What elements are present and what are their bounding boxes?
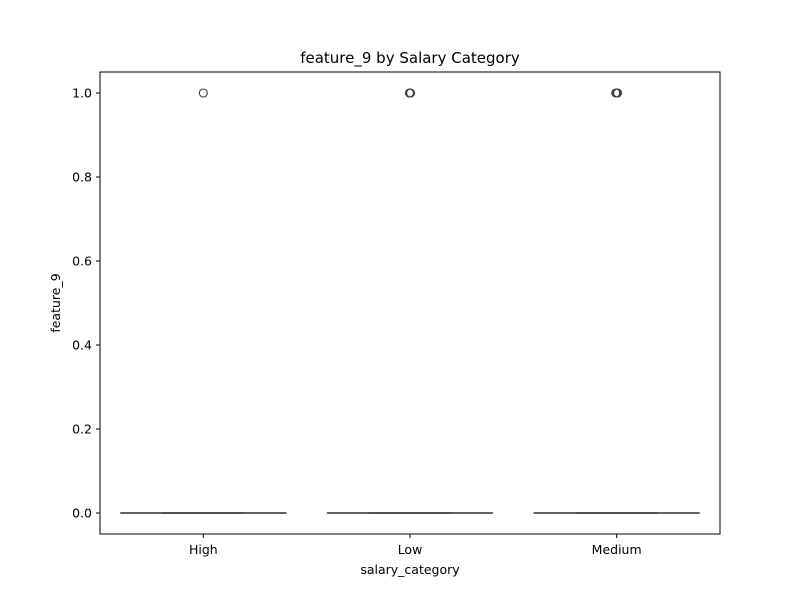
y-tick-label: 0.4 xyxy=(72,338,92,353)
box-group-high xyxy=(120,88,287,514)
outlier-point xyxy=(406,88,416,98)
box-group-low xyxy=(326,88,494,514)
y-tick-label: 0.6 xyxy=(72,254,92,269)
y-tick-label: 0.8 xyxy=(72,170,92,185)
x-tick-label: High xyxy=(189,542,218,557)
outlier-point xyxy=(613,88,623,98)
x-axis-label: salary_category xyxy=(360,562,460,577)
y-tick-label: 0.2 xyxy=(72,422,92,437)
box-group-medium xyxy=(533,88,700,514)
x-tick-label: Medium xyxy=(592,542,642,557)
outlier-point xyxy=(198,88,208,98)
x-tick-label: Low xyxy=(398,542,423,557)
y-tick-label: 1.0 xyxy=(72,86,92,101)
y-axis-label: feature_9 xyxy=(48,273,63,332)
plot-area xyxy=(120,88,700,514)
chart-title: feature_9 by Salary Category xyxy=(300,49,520,68)
axes: 0.0 0.2 0.4 0.6 0.8 1.0 High Low Medium xyxy=(72,71,721,557)
y-tick-label: 0.0 xyxy=(72,506,92,521)
